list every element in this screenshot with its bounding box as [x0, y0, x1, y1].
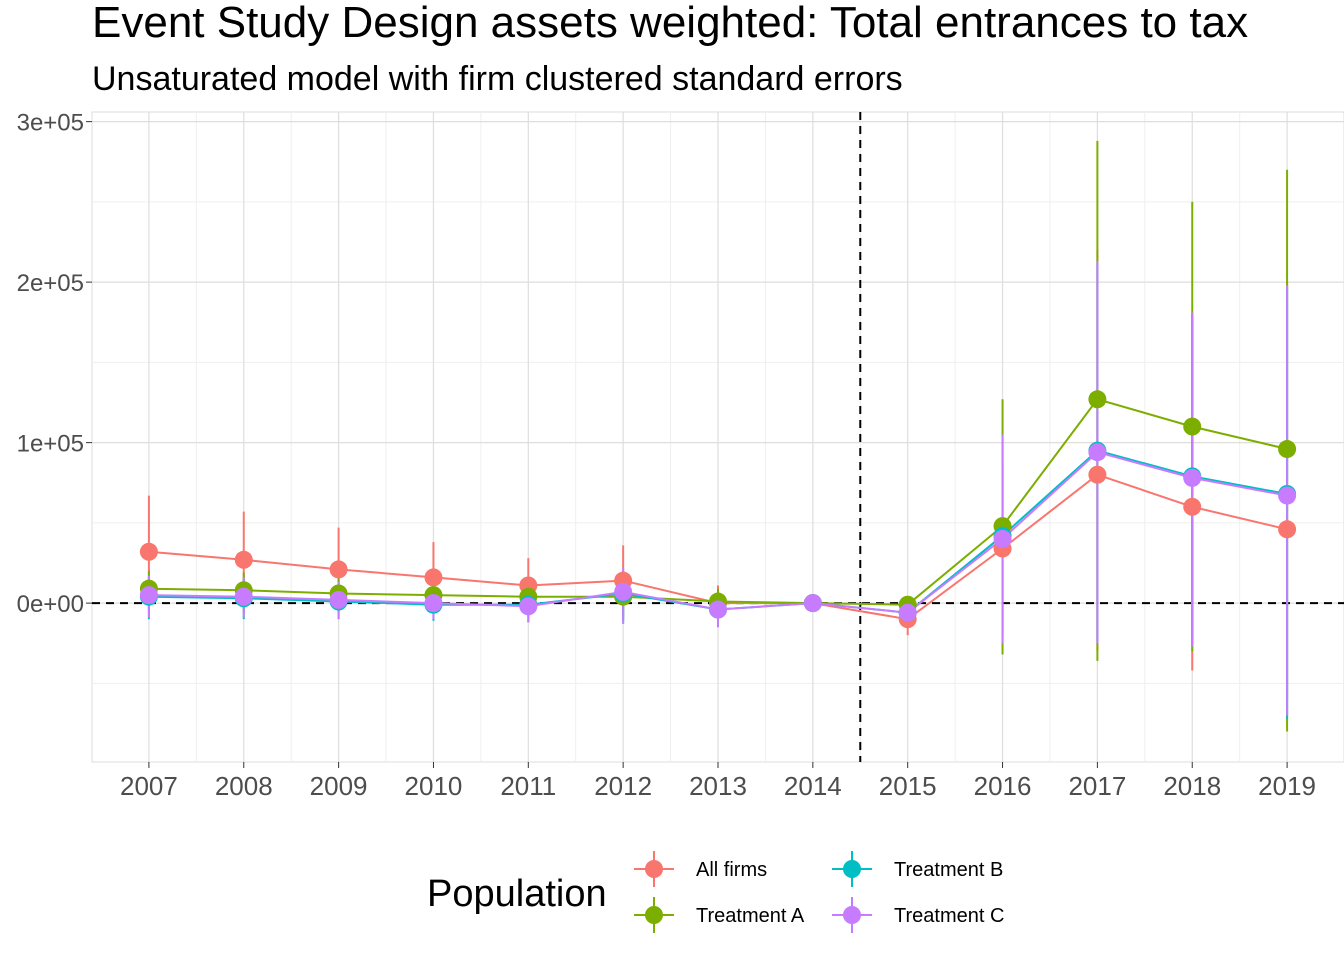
- x-tick-label: 2009: [310, 771, 368, 801]
- data-point: [1278, 486, 1297, 505]
- chart-subtitle: Unsaturated model with firm clustered st…: [92, 60, 903, 98]
- y-tick-label: 3e+05: [17, 110, 84, 137]
- data-point: [1183, 417, 1202, 436]
- x-tick-label: 2010: [405, 771, 463, 801]
- data-point: [1278, 520, 1297, 539]
- data-point: [1183, 468, 1202, 487]
- legend-label: Treatment A: [696, 905, 805, 927]
- x-tick-label: 2008: [215, 771, 273, 801]
- chart-title: Event Study Design assets weighted: Tota…: [92, 0, 1248, 47]
- x-tick-label: 2018: [1163, 771, 1221, 801]
- data-point: [329, 560, 348, 579]
- data-point: [234, 587, 253, 606]
- legend-label: Treatment C: [894, 905, 1004, 927]
- data-point: [1088, 465, 1107, 484]
- x-tick-label: 2013: [689, 771, 747, 801]
- data-point: [803, 594, 822, 613]
- plot-area: 0e+00 1e+05 2e+05 3e+05 2007 2008 2009 2010 2011…: [17, 110, 1344, 801]
- legend-label: All firms: [696, 859, 767, 881]
- data-point: [234, 550, 253, 569]
- x-tick-label: 2017: [1068, 771, 1126, 801]
- x-tick-label: 2007: [120, 771, 178, 801]
- data-point: [614, 582, 633, 601]
- data-point: [424, 594, 443, 613]
- legend-label: Treatment B: [894, 859, 1003, 881]
- legend-title: Population: [427, 873, 607, 915]
- y-tick-label: 0e+00: [17, 591, 84, 618]
- x-tick-label: 2019: [1258, 771, 1316, 801]
- data-point: [1278, 440, 1297, 459]
- data-point: [1088, 443, 1107, 462]
- data-point: [898, 603, 917, 622]
- y-tick-label: 1e+05: [17, 431, 84, 458]
- x-tick-label: 2012: [594, 771, 652, 801]
- legend-key-point: [645, 906, 663, 924]
- data-point: [1183, 497, 1202, 516]
- data-point: [139, 542, 158, 561]
- data-point: [993, 529, 1012, 548]
- data-point: [709, 600, 727, 619]
- x-tick-label: 2011: [500, 771, 556, 801]
- legend-key-point: [843, 906, 861, 924]
- x-tick-label: 2014: [784, 771, 842, 801]
- data-point: [139, 586, 158, 605]
- data-point: [1088, 390, 1107, 409]
- data-point: [424, 568, 443, 587]
- legend-key-point: [843, 860, 861, 878]
- data-point: [519, 597, 538, 616]
- y-tick-label: 2e+05: [17, 270, 84, 297]
- x-tick-label: 2016: [974, 771, 1032, 801]
- legend-key-point: [645, 860, 663, 878]
- x-tick-label: 2015: [879, 771, 937, 801]
- legend: Population All firms Treatment A Treatment…: [427, 851, 1004, 933]
- data-point: [329, 590, 348, 609]
